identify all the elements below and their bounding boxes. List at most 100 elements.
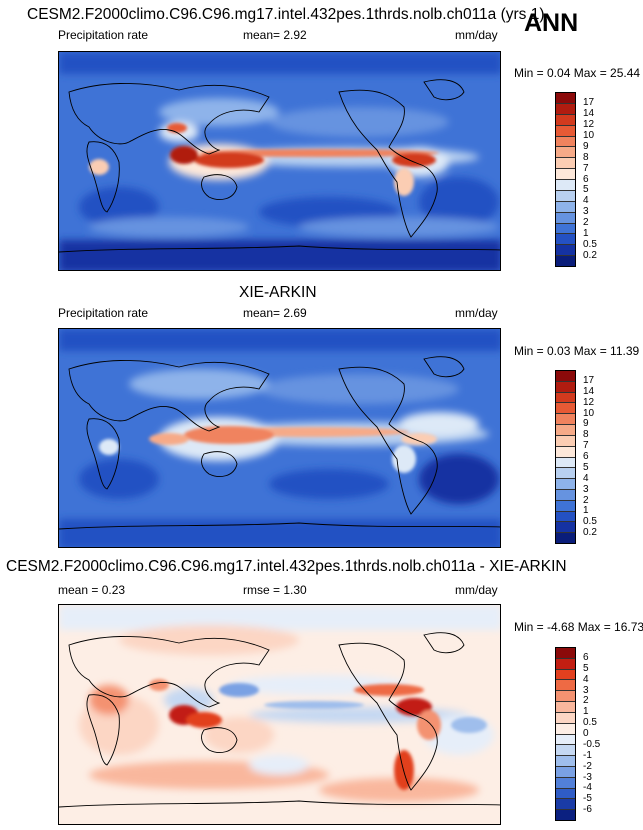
panel1-variable: Precipitation rate xyxy=(58,28,149,42)
colorbar-swatch xyxy=(556,489,575,501)
panel2-mean: mean= 2.69 xyxy=(243,306,307,320)
panel2-colorbar xyxy=(555,370,576,544)
colorbar-tick-label: 5 xyxy=(583,662,589,674)
colorbar-tick-label: 4 xyxy=(583,472,589,484)
colorbar-swatch xyxy=(556,147,575,159)
colorbar-tick-label: 12 xyxy=(583,396,595,408)
colorbar-tick-label: 10 xyxy=(583,129,595,141)
colorbar-swatch xyxy=(556,533,575,543)
colorbar-swatch xyxy=(556,212,575,224)
colorbar-tick-label: 14 xyxy=(583,107,595,119)
panel3-mean: mean = 0.23 xyxy=(58,583,126,597)
colorbar-swatch xyxy=(556,103,575,115)
colorbar-tick-label: 14 xyxy=(583,385,595,397)
colorbar-swatch xyxy=(556,669,575,681)
colorbar-tick-label: 9 xyxy=(583,140,589,152)
colorbar-tick-label: 0.5 xyxy=(583,516,597,528)
colorbar-swatch xyxy=(556,435,575,447)
colorbar-swatch xyxy=(556,403,575,415)
panel3-map xyxy=(58,604,501,825)
colorbar-swatch xyxy=(556,158,575,170)
colorbar-swatch xyxy=(556,777,575,789)
panel1-title: CESM2.F2000climo.C96.C96.mg17.intel.432p… xyxy=(27,6,545,23)
colorbar-swatch xyxy=(556,245,575,257)
colorbar-tick-label: 8 xyxy=(583,429,589,441)
colorbar-swatch xyxy=(556,799,575,811)
colorbar-swatch xyxy=(556,680,575,692)
colorbar-tick-label: 0.2 xyxy=(583,250,597,262)
colorbar-swatch xyxy=(556,190,575,202)
colorbar-swatch xyxy=(556,723,575,735)
colorbar-tick-label: 9 xyxy=(583,418,589,430)
colorbar-swatch xyxy=(556,93,575,104)
colorbar-tick-label: 5 xyxy=(583,461,589,473)
panel1-map xyxy=(58,51,501,271)
colorbar-tick-label: -3 xyxy=(583,771,592,783)
colorbar-tick-label: 12 xyxy=(583,118,595,130)
colorbar-tick-label: 3 xyxy=(583,483,589,495)
colorbar-tick-label: 7 xyxy=(583,440,589,452)
colorbar-swatch xyxy=(556,425,575,436)
colorbar-swatch xyxy=(556,468,575,480)
colorbar-swatch xyxy=(556,788,575,800)
colorbar-swatch xyxy=(556,114,575,126)
colorbar-tick-label: -2 xyxy=(583,760,592,772)
colorbar-swatch xyxy=(556,712,575,724)
colorbar-tick-label: 17 xyxy=(583,96,595,108)
colorbar-tick-label: -0.5 xyxy=(583,738,601,750)
colorbar-swatch xyxy=(556,234,575,246)
colorbar-swatch xyxy=(556,756,575,767)
panel3-minmax: Min = -4.68 Max = 16.73 xyxy=(514,620,643,634)
colorbar-tick-label: 0.2 xyxy=(583,527,597,539)
colorbar-swatch xyxy=(556,256,575,266)
colorbar-swatch xyxy=(556,371,575,382)
colorbar-swatch xyxy=(556,702,575,713)
colorbar-tick-label: 6 xyxy=(583,451,589,462)
colorbar-tick-label: 6 xyxy=(583,651,589,663)
colorbar-tick-label: 3 xyxy=(583,684,589,696)
colorbar-tick-label: -4 xyxy=(583,782,592,794)
colorbar-swatch xyxy=(556,392,575,404)
colorbar-swatch xyxy=(556,691,575,703)
colorbar-tick-label: 10 xyxy=(583,407,595,419)
colorbar-tick-label: 2 xyxy=(583,695,589,707)
panel2-units: mm/day xyxy=(455,306,498,320)
colorbar-tick-label: 1 xyxy=(583,228,589,240)
colorbar-swatch xyxy=(556,522,575,534)
panel3-colorbar xyxy=(555,647,576,821)
colorbar-swatch xyxy=(556,223,575,235)
colorbar-swatch xyxy=(556,648,575,659)
colorbar-swatch xyxy=(556,169,575,180)
colorbar-swatch xyxy=(556,201,575,213)
panel2-minmax: Min = 0.03 Max = 11.39 xyxy=(514,344,640,358)
season-label: ANN xyxy=(524,9,579,37)
colorbar-tick-label: 2 xyxy=(583,217,589,229)
panel3-map-field xyxy=(59,605,500,824)
colorbar-swatch xyxy=(556,658,575,670)
panel1-colorbar xyxy=(555,92,576,267)
colorbar-tick-label: -6 xyxy=(583,804,592,816)
panel3-rmse: rmse = 1.30 xyxy=(243,583,307,597)
panel1-map-field xyxy=(59,52,500,270)
panel2-title: XIE-ARKIN xyxy=(239,284,317,301)
colorbar-swatch xyxy=(556,766,575,778)
colorbar-swatch xyxy=(556,446,575,458)
colorbar-tick-label: -5 xyxy=(583,793,592,805)
colorbar-swatch xyxy=(556,810,575,820)
colorbar-tick-label: 17 xyxy=(583,374,595,386)
colorbar-swatch xyxy=(556,457,575,469)
colorbar-swatch xyxy=(556,381,575,393)
panel3-title: CESM2.F2000climo.C96.C96.mg17.intel.432p… xyxy=(6,558,567,575)
colorbar-tick-label: 8 xyxy=(583,151,589,163)
colorbar-swatch xyxy=(556,414,575,426)
colorbar-swatch xyxy=(556,511,575,523)
colorbar-tick-label: 6 xyxy=(583,173,589,185)
colorbar-tick-label: 0 xyxy=(583,728,589,739)
colorbar-swatch xyxy=(556,180,575,191)
colorbar-tick-label: 0.5 xyxy=(583,717,597,729)
panel2-map-field xyxy=(59,329,500,547)
colorbar-tick-label: 3 xyxy=(583,206,589,218)
colorbar-tick-label: 7 xyxy=(583,162,589,174)
colorbar-tick-label: 4 xyxy=(583,673,589,685)
panel1-mean: mean= 2.92 xyxy=(243,28,307,42)
